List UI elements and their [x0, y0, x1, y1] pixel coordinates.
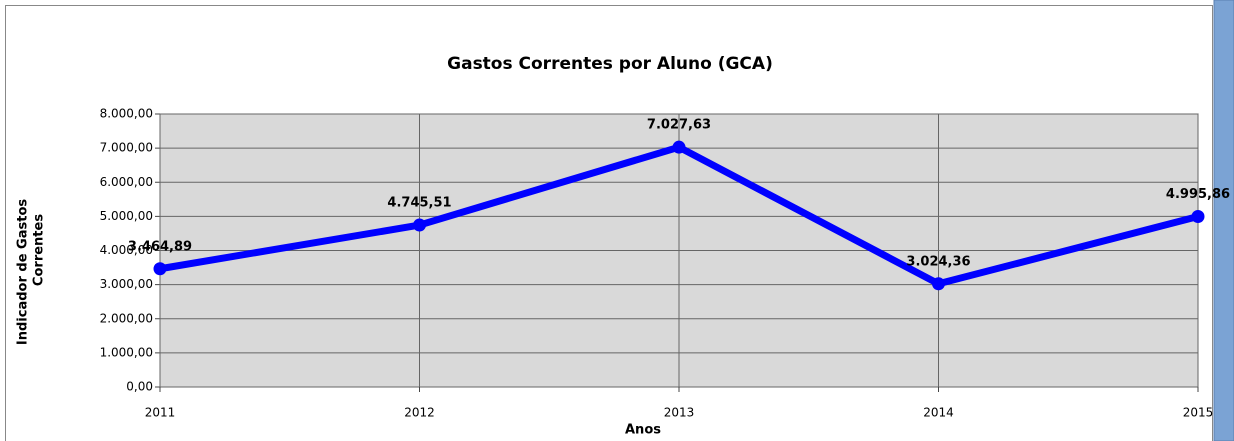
y-tick-label: 3.000,00 — [100, 277, 153, 291]
x-tick-label: 2012 — [404, 406, 435, 420]
x-tick-label: 2011 — [145, 406, 176, 420]
y-tick-label: 0,00 — [126, 380, 153, 394]
point — [413, 218, 426, 232]
y-tick-label: 6.000,00 — [100, 175, 153, 189]
x-tick-label: 2013 — [664, 406, 695, 420]
y-tick-label: 1.000,00 — [100, 345, 153, 359]
y-tick-label: 5.000,00 — [100, 209, 153, 223]
y-tick-label: 7.000,00 — [100, 141, 153, 155]
x-axis-label: Anos — [625, 423, 661, 438]
y-tick-label: 4.000,00 — [100, 243, 153, 257]
y-axis-label: Indicador de Gastos — [16, 199, 31, 345]
side-strip — [1213, 0, 1234, 441]
y-axis-label: Correntes — [32, 214, 47, 286]
chart-title: Gastos Correntes por Aluno (GCA) — [447, 54, 773, 74]
y-tick-label: 2.000,00 — [100, 311, 153, 325]
data-label: 4.995,86 — [1166, 187, 1230, 202]
data-label: 7.027,63 — [647, 118, 711, 133]
x-tick-label: 2015 — [1183, 406, 1214, 420]
data-label: 3.024,36 — [906, 254, 970, 269]
point — [932, 277, 945, 291]
y-tick-label: 8.000,00 — [100, 107, 153, 121]
data-label: 3.464,89 — [128, 239, 192, 254]
point — [153, 262, 167, 276]
point — [1191, 210, 1205, 224]
x-tick-label: 2014 — [923, 406, 954, 420]
data-label: 4.745,51 — [387, 196, 451, 211]
point — [672, 140, 686, 154]
